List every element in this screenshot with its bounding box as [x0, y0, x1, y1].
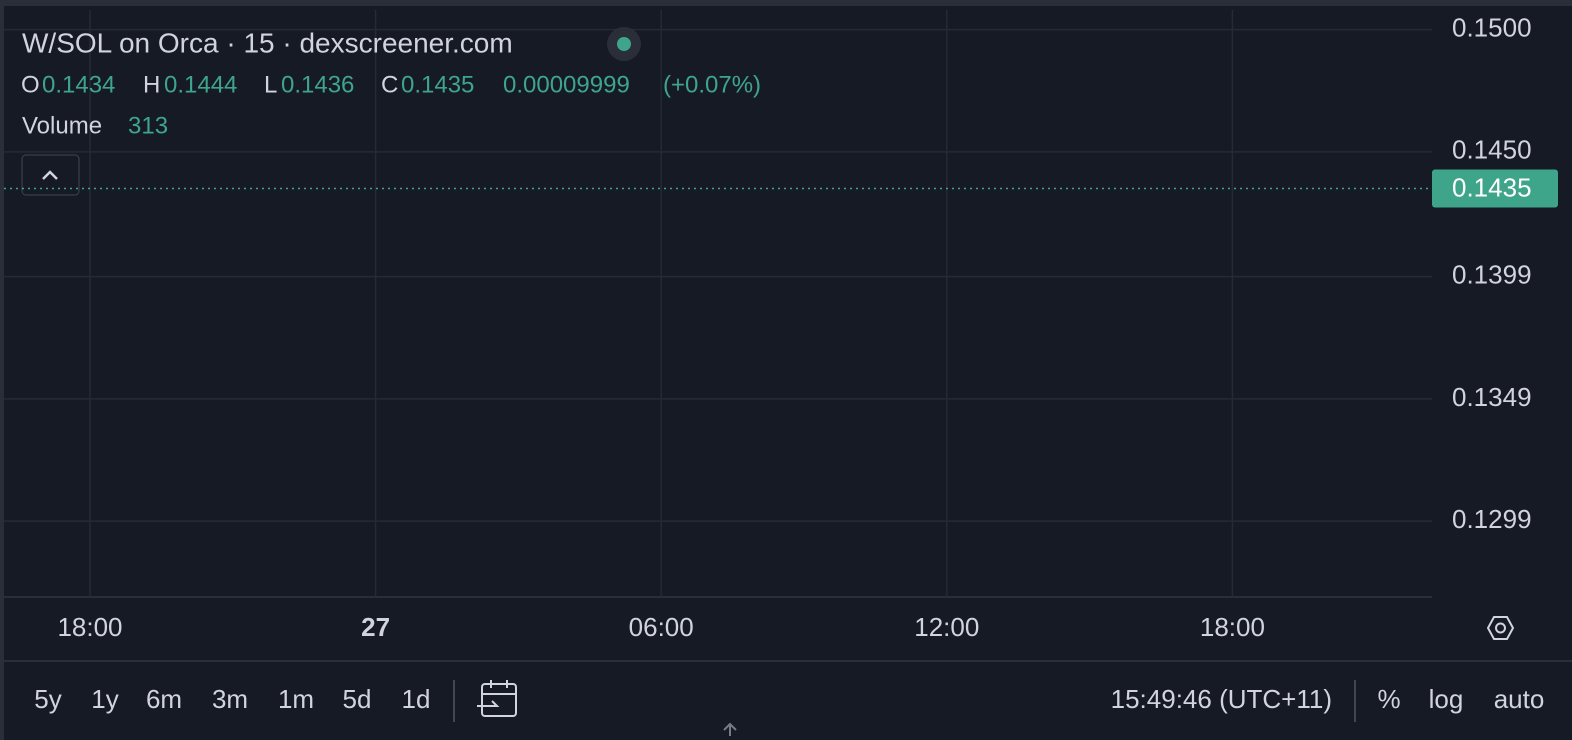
top-border: [0, 0, 1572, 6]
change: 0.00009999: [503, 71, 630, 98]
ohlc-value: 0.1435: [401, 71, 474, 98]
x-tick-label: 18:00: [57, 612, 122, 642]
ohlc-value: 0.1444: [164, 71, 237, 98]
volume-label: Volume: [22, 112, 102, 139]
range-button[interactable]: 6m: [146, 684, 182, 714]
range-button[interactable]: 1m: [278, 684, 314, 714]
volume-value: 313: [128, 112, 168, 139]
grid: [4, 10, 1432, 597]
ohlc-value: 0.1434: [42, 71, 115, 98]
range-button[interactable]: 5y: [34, 684, 61, 714]
left-border: [0, 0, 4, 740]
y-tick-label: 0.1399: [1452, 259, 1532, 289]
range-button[interactable]: 1d: [402, 684, 431, 714]
last-price-label: 0.1435: [1452, 172, 1532, 202]
collapse-icon: [42, 170, 58, 180]
y-tick-label: 0.1349: [1452, 382, 1532, 412]
change-percent: (+0.07%): [663, 71, 761, 98]
overlay: W/SOL on Orca · 15 · dexscreener.com O 0…: [4, 12, 1558, 736]
x-tick-label: 12:00: [914, 612, 979, 642]
calendar-icon: [477, 700, 500, 707]
last-price-tag: [1432, 169, 1558, 208]
clock: 15:49:46 (UTC+11): [1111, 684, 1332, 714]
calendar-icon: [481, 683, 517, 717]
option-button[interactable]: log: [1429, 684, 1464, 714]
settings-icon: [1486, 616, 1515, 640]
status-dot: [617, 37, 631, 51]
ohlc-key: C: [381, 71, 398, 98]
ohlc-key: O: [21, 71, 40, 98]
x-tick-label: 06:00: [629, 612, 694, 642]
settings-button[interactable]: [1486, 616, 1515, 640]
collapse-button[interactable]: [21, 154, 80, 196]
chart-title: W/SOL on Orca · 15 · dexscreener.com: [22, 27, 513, 58]
option-button[interactable]: auto: [1494, 684, 1545, 714]
range-button[interactable]: 3m: [212, 684, 248, 714]
settings-icon-center: [1495, 622, 1506, 634]
range-button[interactable]: 1y: [91, 684, 118, 714]
range-button[interactable]: 5d: [343, 684, 372, 714]
x-tick-label: 27: [361, 612, 390, 642]
ohlc-value: 0.1436: [281, 71, 354, 98]
y-tick-label: 0.1450: [1452, 135, 1532, 165]
ohlc-key: H: [143, 71, 160, 98]
x-tick-label: 18:00: [1200, 612, 1265, 642]
ohlc-key: L: [264, 71, 277, 98]
option-button[interactable]: %: [1377, 684, 1400, 714]
calendar-button[interactable]: [477, 680, 517, 717]
y-tick-label: 0.1500: [1452, 12, 1532, 42]
y-tick-label: 0.1299: [1452, 504, 1532, 534]
